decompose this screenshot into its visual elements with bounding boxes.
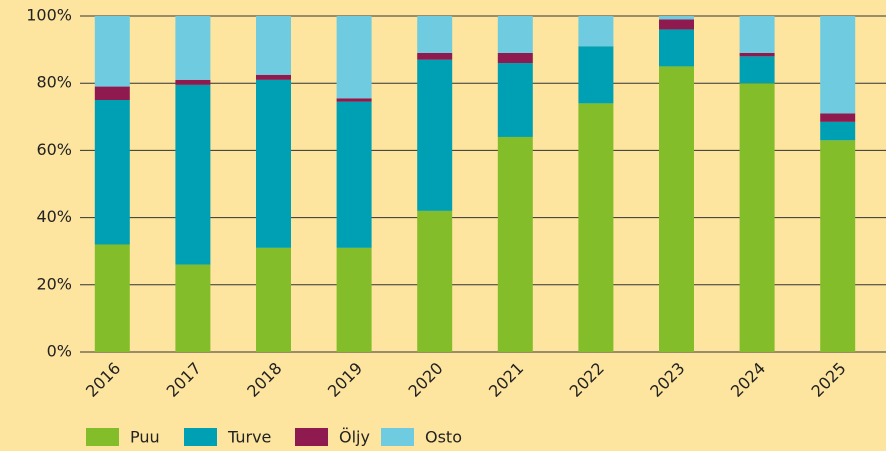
- bar-segment: [94, 244, 130, 352]
- x-tick-label: 2019: [324, 359, 366, 401]
- bar-segment: [256, 79, 291, 248]
- x-tick-label: 2020: [404, 359, 446, 401]
- bar-segment: [578, 46, 614, 104]
- y-tick-label: 0%: [47, 342, 72, 361]
- y-tick-label: 60%: [36, 140, 72, 159]
- bar-segment: [578, 16, 614, 47]
- bar-segment: [820, 16, 856, 114]
- bar-segment: [659, 29, 694, 67]
- bar-segment: [336, 16, 372, 99]
- x-tick-label: 2017: [163, 359, 205, 401]
- bar-segment: [739, 83, 775, 352]
- bar-segment: [336, 101, 372, 248]
- legend-label: Turve: [227, 428, 271, 447]
- x-tick-label: 2022: [566, 359, 608, 401]
- bar-segment: [94, 86, 130, 100]
- bar-segment: [820, 121, 856, 141]
- bar-segment: [94, 16, 130, 87]
- bar-segment: [256, 247, 291, 352]
- bar-segment: [739, 52, 775, 57]
- bar-segment: [94, 100, 130, 245]
- bar-segment: [175, 84, 211, 265]
- bar-segment: [336, 98, 372, 102]
- bar-segment: [417, 52, 453, 60]
- x-tick-label: 2025: [807, 359, 849, 401]
- bar-segment: [256, 74, 291, 80]
- legend-label: Öljy: [339, 428, 370, 447]
- bar-segment: [659, 16, 694, 20]
- y-tick-label: 20%: [36, 274, 72, 293]
- bar-segment: [336, 247, 372, 352]
- bar-segment: [497, 136, 533, 352]
- legend-label: Osto: [425, 428, 462, 447]
- bar-segment: [417, 16, 453, 53]
- x-tick-label: 2024: [727, 359, 769, 401]
- bar-segment: [659, 66, 694, 353]
- y-tick-label: 100%: [26, 6, 72, 25]
- bar-segment: [497, 63, 533, 137]
- legend-swatch: [381, 428, 414, 446]
- bar-segment: [417, 59, 453, 211]
- bar-segment: [578, 103, 614, 352]
- bar-segment: [175, 79, 211, 85]
- legend-swatch: [184, 428, 217, 446]
- x-tick-label: 2016: [82, 359, 124, 401]
- x-tick-label: 2018: [243, 359, 285, 401]
- bar-segment: [256, 16, 291, 75]
- legend-swatch: [295, 428, 328, 446]
- y-tick-label: 40%: [36, 207, 72, 226]
- bar-segment: [820, 113, 856, 122]
- bar-segment: [417, 210, 453, 352]
- bar-segment: [659, 19, 694, 30]
- y-tick-label: 80%: [36, 73, 72, 92]
- bar-segment: [175, 264, 211, 352]
- legend-swatch: [86, 428, 119, 446]
- bar-segment: [497, 52, 533, 64]
- bar-segment: [820, 140, 856, 352]
- bar-segment: [739, 16, 775, 53]
- x-tick-label: 2021: [485, 359, 527, 401]
- x-tick-label: 2023: [646, 359, 688, 401]
- legend-label: Puu: [130, 428, 160, 447]
- bar-segment: [739, 56, 775, 84]
- bar-segment: [497, 16, 533, 53]
- bar-segment: [175, 16, 211, 80]
